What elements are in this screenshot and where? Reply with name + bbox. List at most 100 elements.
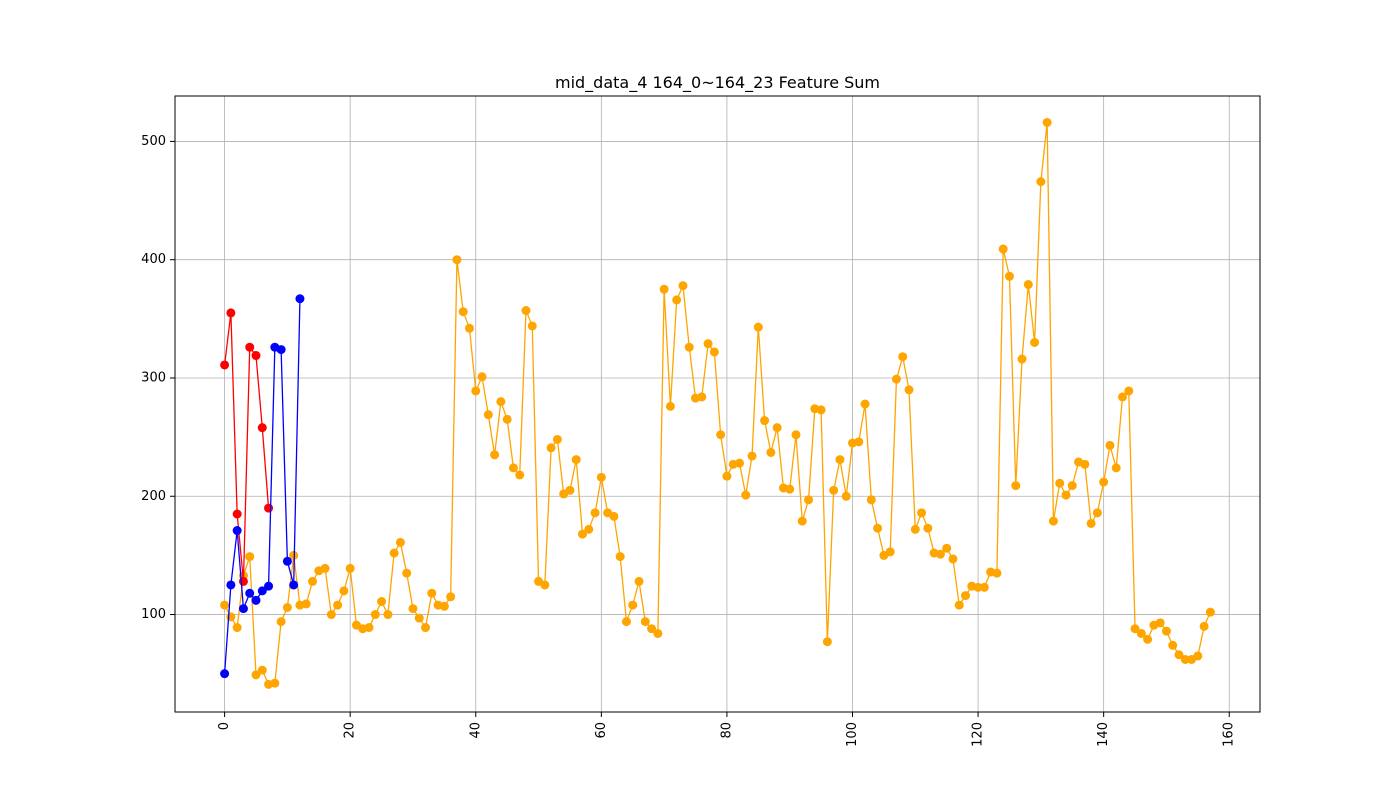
data-point [276,617,286,627]
data-point [804,495,814,505]
data-point [722,471,732,481]
data-point [339,586,349,596]
series-layer [220,117,1215,689]
data-point [1168,640,1178,650]
data-point [439,601,449,611]
data-point [772,423,782,433]
data-point [1017,354,1027,364]
data-point [245,342,255,352]
x-axis: 0 20 40 60 80 100 120 140 160 [217,712,1237,747]
data-point [766,447,776,457]
data-point [1205,607,1215,617]
data-point [320,563,330,573]
data-point [753,322,763,332]
data-point [571,455,581,465]
data-point [1030,337,1040,347]
data-point [860,399,870,409]
data-point [490,450,500,460]
data-point [276,345,286,355]
data-point [245,552,255,562]
data-point [659,284,669,294]
data-point [697,392,707,402]
data-point [515,470,525,480]
y-tick-label: 100 [141,607,166,622]
data-point [295,294,305,304]
series-line [223,312,270,583]
data-point [672,295,682,305]
data-point [1011,481,1021,491]
data-point [1124,386,1134,396]
data-point [1042,117,1052,127]
data-point [402,568,412,578]
data-point [647,624,657,634]
data-point [1080,459,1090,469]
data-point [747,451,757,461]
data-point [785,484,795,494]
y-tick-label: 500 [141,134,166,149]
data-point [452,255,462,265]
data-point [797,516,807,526]
data-point [1111,463,1121,473]
data-point [502,414,512,424]
data-point [364,623,374,633]
y-tick-label: 300 [141,370,166,385]
data-point [822,637,832,647]
x-tick-label: 40 [468,722,483,739]
data-point [389,548,399,558]
data-point [377,597,387,607]
data-point [546,443,556,453]
data-point [973,582,983,592]
data-point [653,628,663,638]
y-axis: 100 200 300 400 500 [141,134,175,622]
data-point [1130,624,1140,634]
data-point [220,669,230,679]
data-point [578,529,587,539]
data-point [829,485,839,495]
data-point [565,485,575,495]
data-point [1004,271,1014,281]
data-point [665,401,675,411]
data-point [1061,490,1071,500]
data-point [1067,481,1077,491]
data-point [421,623,431,633]
data-point [257,665,267,675]
data-point [998,244,1008,254]
data-point [232,509,242,519]
data-point [841,491,851,501]
data-point [226,612,236,622]
data-point [282,556,292,566]
data-point [326,610,336,620]
data-point [910,524,920,534]
data-point [873,523,883,533]
data-point [458,307,468,317]
x-tick-label: 20 [343,722,358,739]
data-point [791,430,801,440]
x-tick-label: 80 [719,722,734,739]
data-point [238,604,248,614]
data-point [684,342,694,352]
data-point [257,423,267,433]
data-point [333,600,343,610]
series-0 [220,117,1215,689]
data-point [734,458,744,468]
data-point [1023,280,1033,290]
data-point [1048,516,1058,526]
data-point [483,410,493,420]
y-tick-label: 400 [141,252,166,267]
data-point [1174,650,1184,660]
data-point [471,386,481,396]
data-point [226,580,236,590]
data-point [527,321,537,331]
data-point [345,563,355,573]
data-point [885,547,895,557]
data-point [741,490,751,500]
data-point [640,617,650,627]
data-point [923,523,933,533]
data-point [282,602,292,612]
data-point [477,372,487,382]
x-tick-label: 100 [845,722,860,747]
series-2 [220,294,305,679]
data-point [270,678,280,688]
x-tick-label: 60 [594,722,609,739]
